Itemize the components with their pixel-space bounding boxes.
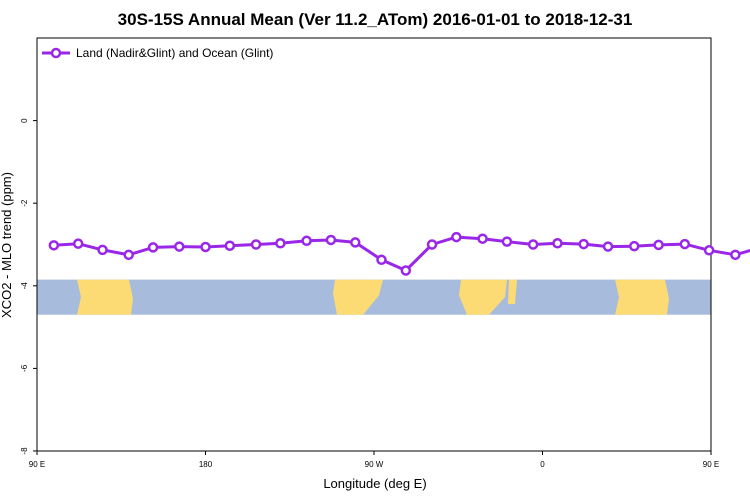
x-tick-label: 0	[540, 460, 545, 469]
data-point	[376, 254, 387, 266]
x-axis: 90 E 180 90 W 0 90 E	[29, 451, 719, 469]
x-tick-label: 90 E	[703, 460, 719, 469]
data-point	[451, 231, 462, 243]
data-point	[200, 241, 211, 253]
data-point	[730, 249, 741, 261]
data-point	[679, 238, 691, 250]
y-tick-label: -4	[20, 282, 29, 290]
land-mass	[508, 279, 517, 305]
data-point	[602, 241, 614, 252]
series-line	[53, 235, 750, 272]
legend-marker	[50, 47, 62, 59]
x-axis-label: Longitude (deg E)	[323, 476, 426, 491]
data-point	[703, 245, 715, 256]
data-point	[527, 239, 539, 250]
data-point	[224, 240, 236, 251]
data-point	[174, 241, 185, 252]
x-tick-label: 180	[199, 460, 213, 469]
data-point	[477, 233, 488, 244]
background-map-band	[37, 279, 711, 315]
data-point	[653, 239, 664, 251]
data-point	[552, 238, 563, 249]
data-point	[350, 237, 361, 248]
x-tick-label: 90 W	[365, 460, 384, 469]
land-mass	[459, 279, 507, 315]
data-point	[123, 249, 134, 261]
y-axis: 0 -2 -4 -6 -8	[20, 118, 37, 455]
legend: Land (Nadir&Glint) and Ocean (Glint)	[42, 46, 273, 60]
land-mass	[615, 279, 669, 315]
land-mass	[333, 279, 383, 315]
y-tick-label: 0	[20, 118, 29, 123]
data-point	[400, 265, 412, 276]
y-axis-label: XCO2 - MLO trend (ppm)	[0, 172, 14, 318]
y-tick-label: -8	[20, 447, 29, 455]
data-point	[578, 238, 589, 250]
data-point	[301, 235, 312, 247]
y-tick-label: -6	[20, 364, 29, 372]
data-point	[325, 234, 337, 246]
data-point	[72, 238, 84, 249]
chart-title: 30S-15S Annual Mean (Ver 11.2_ATom) 2016…	[118, 10, 633, 29]
legend-label: Land (Nadir&Glint) and Ocean (Glint)	[76, 46, 273, 60]
data-point	[628, 240, 640, 252]
series-layer	[48, 231, 750, 276]
land-mass	[77, 279, 133, 315]
data-point	[250, 239, 262, 250]
x-tick-label: 90 E	[29, 460, 45, 469]
data-point	[275, 238, 286, 249]
y-tick-label: -2	[20, 199, 29, 207]
data-point	[147, 242, 159, 253]
data-point	[501, 236, 513, 247]
data-point	[97, 244, 108, 256]
data-point	[426, 239, 438, 250]
data-point	[48, 240, 60, 251]
